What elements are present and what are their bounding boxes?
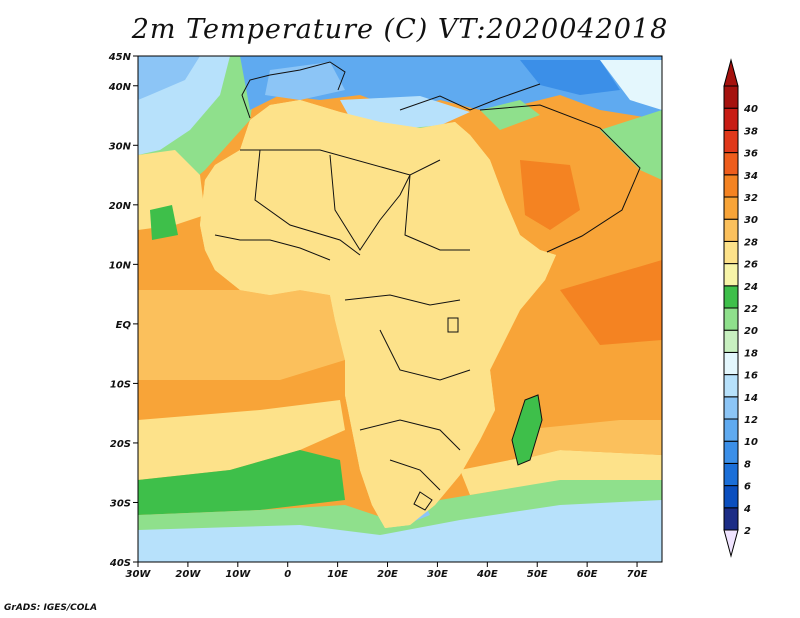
lon-tick-label: 40E <box>476 569 498 580</box>
lat-tick-label: 20S <box>110 439 131 450</box>
colorbar-swatch <box>723 174 739 198</box>
colorbar-over-triangle <box>723 58 739 87</box>
colorbar-label: 34 <box>744 171 758 182</box>
colorbar-label: 8 <box>744 459 751 470</box>
colorbar-label: 6 <box>744 482 751 493</box>
lat-tick-label: 40S <box>109 558 131 569</box>
colorbar-label: 28 <box>744 237 758 248</box>
colorbar-swatch <box>723 218 739 242</box>
colorbar-swatch <box>723 85 739 109</box>
colorbar-label: 16 <box>744 371 758 382</box>
colorbar-label: 38 <box>744 126 758 137</box>
colorbar-label: 12 <box>744 415 758 426</box>
colorbar-under-triangle <box>723 529 739 558</box>
colorbar-swatch <box>723 107 739 131</box>
lon-tick-label: 20W <box>175 569 201 580</box>
lon-tick-label: 30E <box>427 569 448 580</box>
colorbar-swatch <box>723 462 739 487</box>
lat-tick-label: EQ <box>116 320 132 331</box>
colorbar-label: 22 <box>744 304 758 315</box>
colorbar-swatch <box>723 196 739 220</box>
colorbar-swatch <box>723 351 739 376</box>
lat-tick-label: 40N <box>108 82 132 93</box>
lat-tick-label: 10N <box>109 260 132 271</box>
lat-tick-label: 20N <box>109 201 132 212</box>
colorbar-swatch <box>723 240 739 265</box>
lon-tick-label: 50E <box>527 569 548 580</box>
colorbar-swatch <box>723 374 739 398</box>
colorbar-swatch <box>723 485 739 509</box>
colorbar-swatch <box>723 129 739 154</box>
colorbar-swatch <box>723 263 739 287</box>
lon-tick-label: 30W <box>126 569 152 580</box>
longitude-axis: 30W 20W 10W 0 10E 20E 30E 40E 50E 60E 70E <box>126 562 648 580</box>
footer-credit: GrADS: IGES/COLA <box>4 603 98 613</box>
lat-tick-label: 30N <box>109 141 132 152</box>
plot-frame <box>137 55 663 563</box>
colorbar-label: 10 <box>744 437 758 448</box>
colorbar-label: 2 <box>744 526 751 537</box>
colorbar-swatch <box>723 329 739 353</box>
colorbar-swatch <box>723 285 739 309</box>
colorbar-label: 20 <box>744 326 758 337</box>
lon-tick-label: 0 <box>284 569 291 580</box>
lon-tick-label: 20E <box>377 569 398 580</box>
lat-tick-label: 45N <box>108 52 132 63</box>
colorbar-swatch <box>723 396 739 420</box>
colorbar-label: 30 <box>744 215 758 226</box>
lat-tick-label: 30S <box>110 498 131 509</box>
colorbar-swatch <box>723 152 739 176</box>
colorbar-label: 14 <box>744 393 758 404</box>
lon-tick-label: 60E <box>577 569 598 580</box>
colorbar-label: 32 <box>744 193 758 204</box>
colorbar-swatch <box>723 507 739 531</box>
lat-tick-label: 10S <box>110 379 131 390</box>
lon-tick-label: 10E <box>327 569 348 580</box>
colorbar-label: 18 <box>744 348 758 359</box>
colorbar-label: 40 <box>743 104 758 115</box>
colorbar-swatch <box>723 418 739 442</box>
latitude-axis: 45N 40N 30N 20N 10N EQ 10S 20S 30S 40S <box>108 52 138 569</box>
colorbar-swatch <box>723 307 739 331</box>
map-title: 2m Temperature (C) VT:2020042018 <box>131 14 669 45</box>
lon-tick-label: 70E <box>627 569 648 580</box>
colorbar-label: 36 <box>744 149 758 160</box>
colorbar-label: 24 <box>744 282 758 293</box>
colorbar-label: 4 <box>743 504 751 515</box>
lon-tick-label: 10W <box>225 569 251 580</box>
coastlines <box>199 61 641 529</box>
colorbar-label: 26 <box>744 260 758 271</box>
colorbar-swatch <box>723 440 739 464</box>
